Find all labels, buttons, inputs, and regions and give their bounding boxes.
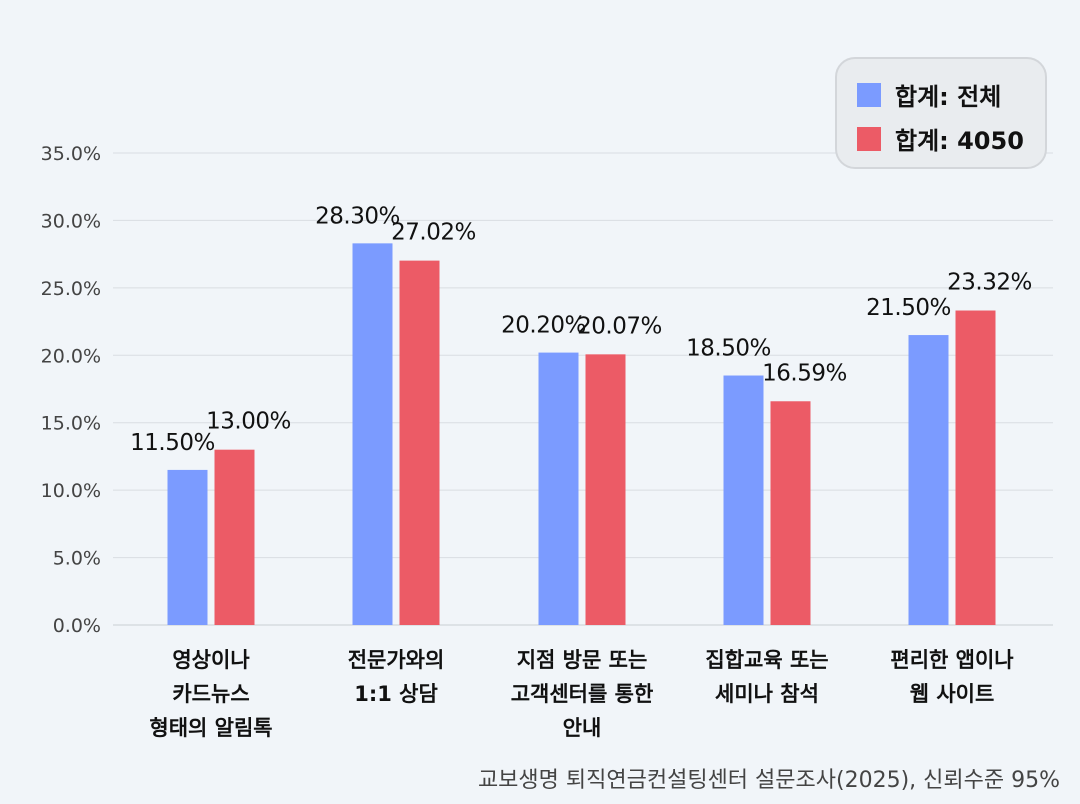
category-label: 집합교육 또는 bbox=[705, 648, 828, 672]
y-tick-label: 35.0% bbox=[41, 143, 101, 165]
y-tick-label: 5.0% bbox=[53, 548, 101, 570]
bar-series-2 bbox=[955, 310, 996, 625]
y-tick-label: 25.0% bbox=[41, 278, 101, 300]
legend-label-4050: 합계: 4050 bbox=[895, 127, 1024, 155]
bar-series-1 bbox=[538, 352, 579, 625]
legend-label-total: 합계: 전체 bbox=[895, 83, 1002, 111]
data-label: 16.59% bbox=[762, 360, 847, 386]
category-label: 세미나 참석 bbox=[715, 682, 819, 706]
bar-series-2 bbox=[399, 260, 440, 625]
y-tick-label: 0.0% bbox=[53, 615, 101, 637]
category-label: 1:1 상담 bbox=[354, 682, 438, 706]
bar-series-1 bbox=[908, 335, 949, 625]
legend: 합계: 전체 합계: 4050 bbox=[835, 57, 1047, 169]
legend-item-4050: 합계: 4050 bbox=[857, 121, 1024, 156]
category-label: 편리한 앱이나 bbox=[890, 648, 1014, 672]
category-label: 안내 bbox=[563, 716, 602, 740]
legend-swatch-4050 bbox=[857, 126, 881, 151]
data-label: 18.50% bbox=[686, 336, 771, 362]
category-label: 고객센터를 통한 bbox=[511, 682, 654, 706]
data-label: 27.02% bbox=[391, 220, 476, 246]
data-label: 23.32% bbox=[947, 270, 1032, 296]
y-tick-label: 20.0% bbox=[41, 345, 101, 367]
y-tick-label: 10.0% bbox=[41, 480, 101, 502]
category-label: 카드뉴스 bbox=[172, 682, 249, 706]
y-tick-label: 30.0% bbox=[41, 210, 101, 232]
data-label: 21.50% bbox=[866, 295, 951, 321]
legend-item-total: 합계: 전체 bbox=[857, 77, 1001, 112]
category-label: 웹 사이트 bbox=[910, 682, 995, 706]
legend-swatch-total bbox=[857, 82, 881, 107]
data-label: 11.50% bbox=[130, 430, 215, 456]
bar-series-2 bbox=[585, 354, 626, 625]
category-label: 영상이나 bbox=[172, 648, 250, 672]
data-label: 20.07% bbox=[577, 313, 662, 339]
bar-series-1 bbox=[167, 469, 208, 625]
category-label: 지점 방문 또는 bbox=[517, 648, 648, 672]
data-label: 28.30% bbox=[315, 203, 400, 229]
bar-series-1 bbox=[352, 243, 393, 625]
category-label: 전문가와의 bbox=[348, 648, 445, 672]
bar-series-1 bbox=[723, 375, 764, 625]
data-label: 13.00% bbox=[206, 409, 291, 435]
bar-series-2 bbox=[214, 449, 255, 625]
category-label: 형태의 알림톡 bbox=[149, 716, 272, 740]
data-label: 20.20% bbox=[501, 313, 586, 339]
bar-series-2 bbox=[770, 401, 811, 625]
source-note: 교보생명 퇴직연금컨설팅센터 설문조사(2025), 신뢰수준 95% bbox=[477, 768, 1060, 793]
y-tick-label: 15.0% bbox=[41, 413, 101, 435]
